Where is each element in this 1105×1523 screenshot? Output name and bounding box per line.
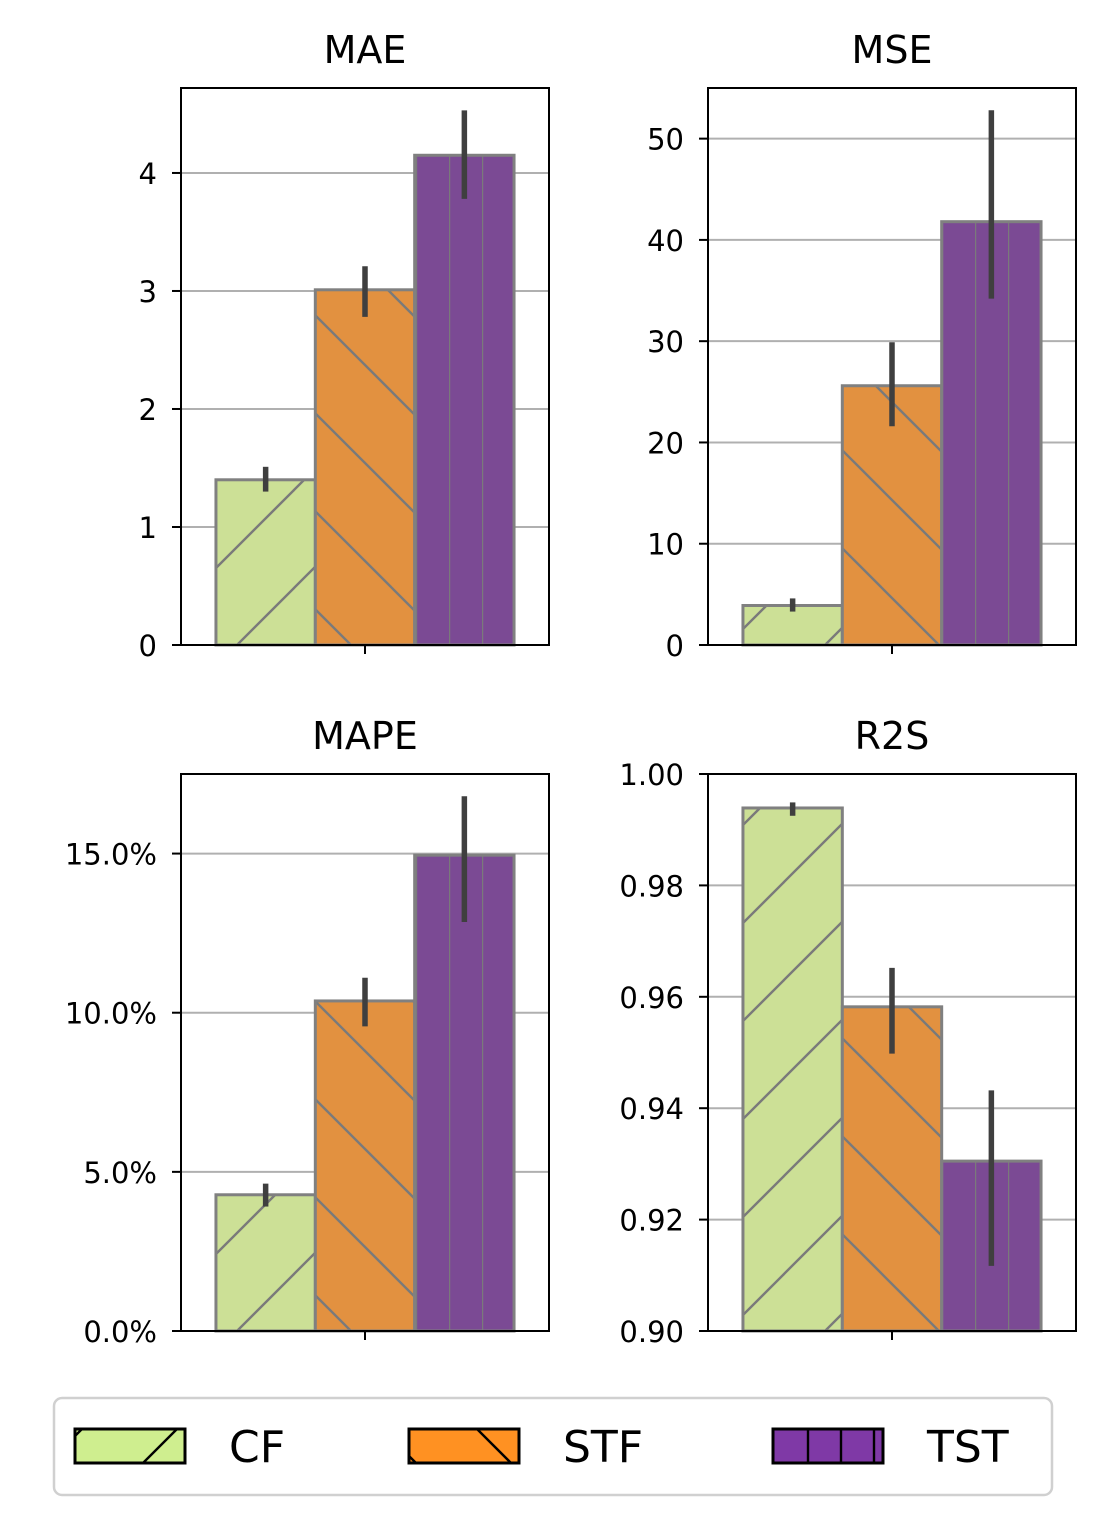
y-tick-label: 0.90 (619, 1315, 684, 1349)
legend-patch-stf (409, 1429, 519, 1463)
panel-mape: MAPE 0.0% 5.0% 10.0% 15.0% (65, 714, 550, 1349)
y-tick-label: 0 (666, 629, 684, 663)
y-tick-label: 0.94 (619, 1092, 684, 1126)
y-tick-label: 0 (139, 629, 157, 663)
bar-hatch-stf (842, 385, 942, 645)
panel-title: MAPE (312, 714, 418, 758)
panel-title: MSE (852, 28, 933, 72)
bar-hatch-cf (215, 479, 316, 645)
y-tick-label: 50 (647, 123, 684, 157)
legend-label-tst: TST (926, 1422, 1009, 1473)
panel-title: R2S (855, 714, 930, 758)
bar-hatch-cf (742, 807, 843, 1331)
legend: CF STF TST (52, 1396, 1054, 1497)
y-tick-label: 2 (139, 393, 157, 427)
legend-patch-outline (407, 1427, 521, 1465)
legend-frame (52, 1396, 1054, 1497)
bar-hatch-stf (315, 289, 415, 645)
panel-title: MAE (324, 28, 407, 72)
bar-hatch-tst (414, 155, 515, 645)
panel-r2s: R2S 0.90 0.92 0.94 0.96 0.98 1.00 (619, 714, 1077, 1349)
bar-hatch-cf (215, 1194, 316, 1331)
bar-hatch-stf (842, 1006, 942, 1331)
y-tick-label: 15.0% (65, 838, 157, 872)
y-tick-label: 1.00 (619, 758, 684, 792)
legend-label-cf: CF (229, 1422, 285, 1473)
y-tick-label: 4 (139, 157, 157, 191)
legend-patch-tst (773, 1429, 883, 1463)
panel-mse: MSE 0 10 20 30 40 50 (647, 28, 1077, 663)
legend-hatch (142, 1428, 178, 1464)
y-tick-label: 10.0% (65, 997, 157, 1031)
y-tick-label: 1 (139, 511, 157, 545)
legend-patch-outline (771, 1427, 885, 1465)
y-tick-label: 0.98 (619, 869, 684, 903)
bar-hatch-cf (742, 605, 843, 645)
y-tick-label: 40 (647, 224, 684, 258)
legend-patch-cf (75, 1429, 185, 1463)
legend-patch-outline (73, 1427, 187, 1465)
legend-label-stf: STF (563, 1422, 643, 1473)
y-tick-label: 30 (647, 325, 684, 359)
bar-hatch-stf (315, 1000, 415, 1331)
y-tick-label: 3 (139, 275, 157, 309)
y-tick-label: 5.0% (83, 1156, 157, 1190)
y-tick-label: 0.96 (619, 981, 684, 1015)
legend-hatch (476, 1428, 512, 1464)
y-tick-label: 20 (647, 426, 684, 460)
y-tick-label: 0.0% (83, 1315, 157, 1349)
y-tick-label: 10 (647, 528, 684, 562)
bar-hatch-tst (414, 855, 515, 1331)
panel-mae: MAE 0 1 2 3 4 (139, 28, 550, 663)
y-tick-label: 0.92 (619, 1204, 684, 1238)
